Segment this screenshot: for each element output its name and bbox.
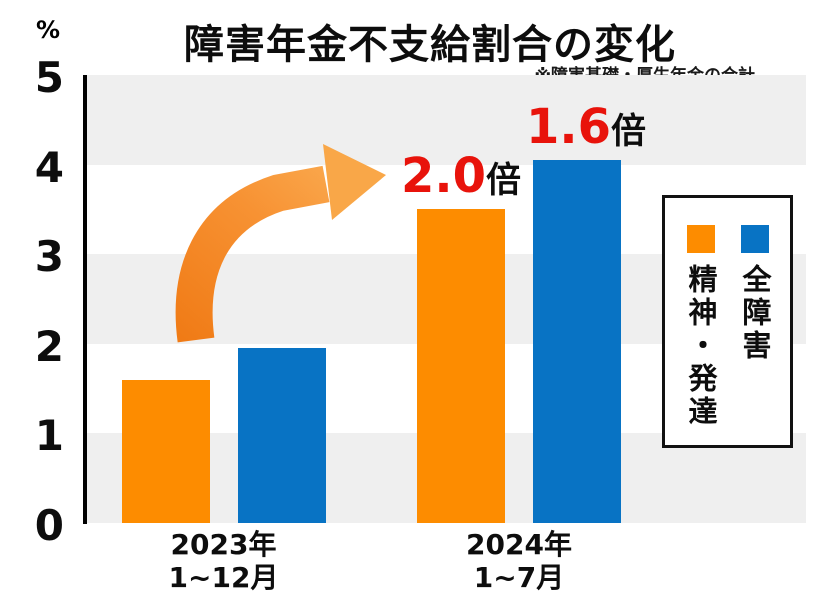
y-tick-0: 0 [34, 501, 64, 550]
bar-all-disabilities-2023 [237, 348, 326, 523]
legend-label-mental-developmental: 精神・発達 [684, 264, 718, 429]
legend-label-all-disabilities: 全障害 [738, 264, 772, 363]
legend-swatch-all-disabilities [740, 225, 769, 253]
y-axis-line [83, 75, 87, 524]
bar-all-disabilities-2024 [533, 160, 621, 523]
y-tick-4: 4 [34, 142, 64, 192]
bar-mental-developmental-2024 [417, 209, 505, 523]
chart-title: 障害年金不支給割合の変化 [184, 22, 676, 68]
x-label-line: 1~7月 [473, 561, 565, 594]
y-tick-3: 3 [34, 232, 64, 282]
bar-mental-developmental-2023 [121, 379, 210, 523]
multiplier-value-mental-developmental: 2.0 [400, 148, 486, 205]
y-tick-2: 2 [34, 321, 64, 371]
x-label-line: 2024年 [466, 528, 572, 561]
legend-item-mental-developmental: 精神・発達 [684, 225, 718, 445]
x-label-line: 1~12月 [168, 561, 279, 594]
x-label-2024: 2024年 1~7月 [389, 528, 649, 594]
x-label-2023: 2023年 1~12月 [94, 528, 354, 594]
x-label-line: 2023年 [170, 528, 277, 561]
grid-band [87, 75, 806, 165]
y-tick-1: 1 [34, 411, 64, 461]
y-axis-unit-label: % [36, 16, 61, 44]
y-tick-5: 5 [34, 53, 64, 102]
multiplier-value-all-disabilities: 1.6 [525, 99, 611, 156]
multiplier-label-all-disabilities: 1.6倍 [466, 100, 706, 154]
legend: 精神・発達 全障害 [662, 195, 793, 448]
multiplier-suffix-all-disabilities: 倍 [611, 112, 647, 153]
legend-swatch-mental-developmental [686, 225, 715, 253]
legend-item-all-disabilities: 全障害 [738, 225, 772, 445]
multiplier-label-mental-developmental: 2.0倍 [341, 149, 581, 203]
multiplier-suffix-mental-developmental: 倍 [486, 161, 522, 202]
